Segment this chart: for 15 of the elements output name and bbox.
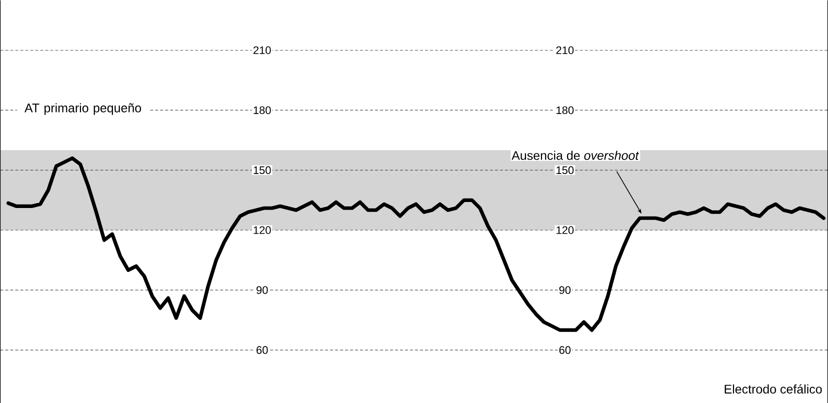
annotation: Ausencia de overshoot xyxy=(512,150,640,160)
annotation: AT primario pequeño xyxy=(24,103,142,115)
y-tick-label: 60 xyxy=(256,346,268,354)
y-tick-label: 90 xyxy=(256,286,268,294)
y-tick-label: 120 xyxy=(254,226,271,234)
y2-tick-label: 120 xyxy=(556,226,574,234)
y2-tick-label: 210 xyxy=(556,46,574,54)
y-tick-label: 210 xyxy=(254,46,271,54)
y2-tick-label: 180 xyxy=(556,106,574,114)
y-tick-label: 150 xyxy=(254,166,271,174)
y2-tick-label: 150 xyxy=(556,166,574,174)
y2-tick-label: 60 xyxy=(559,346,571,354)
y-tick-label: 180 xyxy=(254,106,271,114)
y2-tick-label: 90 xyxy=(559,286,571,294)
annotation: Electrodo cefálico xyxy=(724,384,822,394)
